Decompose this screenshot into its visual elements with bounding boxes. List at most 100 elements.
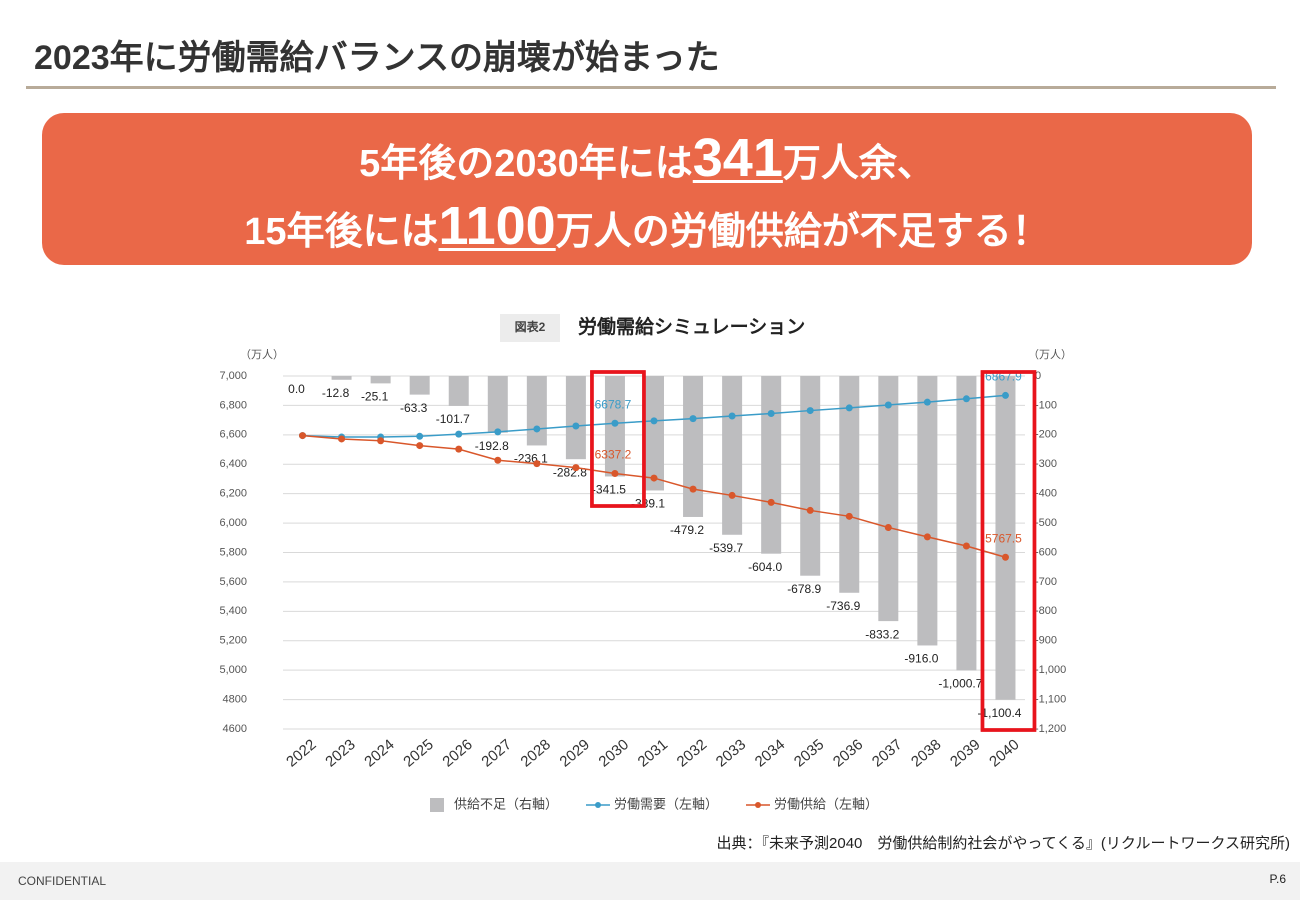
line-point bbox=[416, 432, 424, 440]
bar bbox=[917, 376, 938, 646]
banner: 5年後の2030年には341万人余、 15年後には1100万人の労働供給が不足す… bbox=[42, 113, 1252, 265]
y-unit: （万人） bbox=[240, 348, 284, 361]
legend-label: 労働需要（左軸） bbox=[614, 796, 718, 811]
y-tick-label: 5,200 bbox=[219, 635, 247, 647]
bar-value-label: -604.0 bbox=[748, 560, 782, 574]
legend-swatch bbox=[595, 802, 601, 808]
line-point bbox=[923, 398, 931, 406]
bar bbox=[800, 376, 821, 576]
bar bbox=[644, 376, 664, 491]
bar-value-label: -389.1 bbox=[631, 497, 665, 511]
bar-value-label: 0.0 bbox=[288, 382, 305, 396]
line-point bbox=[416, 442, 424, 450]
banner-number: 1100 bbox=[438, 196, 556, 256]
bar bbox=[956, 376, 977, 671]
y-tick-label: 6,000 bbox=[219, 517, 247, 529]
y-tick-label: 6,400 bbox=[219, 458, 247, 470]
bar bbox=[448, 376, 469, 406]
bar-value-label: -25.1 bbox=[361, 390, 389, 404]
line-value-label: 6337.2 bbox=[595, 448, 632, 462]
bar bbox=[409, 376, 430, 395]
line-point bbox=[728, 412, 736, 420]
source: 出典：『未来予測2040 労働供給制約社会がやってくる』(リクルートワークス研究… bbox=[716, 835, 1290, 852]
chart: 図表2 労働需給シミュレーション （万人） （万人） 4600 4800 5,000… bbox=[219, 314, 1072, 812]
y2-tick-label: -500 bbox=[1035, 517, 1057, 529]
y2-tick-label: -1,000 bbox=[1035, 664, 1066, 676]
title-rule bbox=[26, 86, 1276, 89]
line-point bbox=[338, 435, 346, 443]
x-tick-label: 2040 bbox=[986, 736, 1022, 770]
banner-text: 15年後には bbox=[244, 211, 439, 253]
banner-line: 5年後の2030年には341万人余、 bbox=[42, 127, 1252, 195]
line-point bbox=[299, 432, 307, 440]
line-point bbox=[923, 533, 931, 541]
y2-tick-label: -100 bbox=[1035, 399, 1057, 411]
x-tick-label: 2022 bbox=[283, 736, 319, 770]
legend-label: 供給不足（右軸） bbox=[454, 796, 558, 811]
x-tick-label: 2034 bbox=[752, 736, 788, 770]
bar bbox=[995, 376, 1016, 700]
y-tick-label: 5,800 bbox=[219, 546, 247, 558]
y2-tick-label: -400 bbox=[1035, 488, 1057, 500]
x-tick-label: 2025 bbox=[400, 736, 436, 770]
line-value-label: 5767.5 bbox=[985, 531, 1022, 545]
bar bbox=[487, 376, 508, 433]
bar bbox=[683, 376, 704, 517]
x-tick-label: 2033 bbox=[713, 736, 749, 770]
y-tick-label: 6,800 bbox=[219, 399, 247, 411]
y2-tick-label: -800 bbox=[1035, 605, 1057, 617]
footer-left: CONFIDENTIAL bbox=[18, 874, 107, 888]
line-point bbox=[689, 415, 697, 423]
line-point bbox=[533, 460, 541, 468]
bar bbox=[370, 376, 391, 384]
line-point bbox=[884, 401, 892, 409]
x-tick-label: 2032 bbox=[674, 736, 710, 770]
y-tick-label: 5,000 bbox=[219, 664, 247, 676]
footer bbox=[0, 862, 1300, 900]
line-point bbox=[533, 425, 541, 433]
line-point bbox=[728, 491, 736, 499]
banner-line: 15年後には1100万人の労働供給が不足する！ bbox=[42, 195, 1252, 263]
bar-value-label: -1,100.4 bbox=[977, 706, 1021, 720]
bar bbox=[839, 376, 860, 593]
line-point bbox=[650, 417, 658, 425]
legend-swatch bbox=[430, 798, 444, 812]
bar-value-label: -833.2 bbox=[865, 627, 899, 641]
legend-label: 労働供給（左軸） bbox=[774, 796, 878, 811]
highlight-box bbox=[590, 370, 646, 508]
y-tick-label: 7,000 bbox=[219, 370, 247, 382]
line-point bbox=[611, 419, 619, 427]
x-tick-label: 2024 bbox=[361, 736, 397, 770]
line-point bbox=[962, 542, 970, 550]
line-point bbox=[494, 456, 502, 464]
y2-tick-label: -1,100 bbox=[1035, 693, 1066, 705]
bar-value-label: -916.0 bbox=[904, 652, 938, 666]
bar-value-label: -12.8 bbox=[322, 386, 350, 400]
x-tick-label: 2030 bbox=[596, 736, 632, 770]
x-tick-label: 2027 bbox=[478, 736, 514, 770]
chart-title: 労働需給シミュレーション bbox=[578, 315, 805, 338]
bar-value-label: -736.9 bbox=[826, 599, 860, 613]
y2-tick-label: -200 bbox=[1035, 429, 1057, 441]
banner-text: 万人の労働供給が不足する！ bbox=[555, 211, 1050, 253]
x-tick-label: 2035 bbox=[791, 736, 827, 770]
bar-value-label: -192.8 bbox=[475, 439, 509, 453]
line-point bbox=[767, 410, 775, 418]
banner-text: 万人余、 bbox=[782, 143, 935, 185]
bar-value-label: -539.7 bbox=[709, 541, 743, 555]
line-point bbox=[962, 395, 970, 403]
x-tick-label: 2023 bbox=[322, 736, 358, 770]
y-tick-label: 5,400 bbox=[219, 605, 247, 617]
x-tick-label: 2038 bbox=[908, 736, 944, 770]
banner-text: 5年後の2030年には bbox=[359, 143, 693, 185]
y-tick-label: 4600 bbox=[223, 723, 247, 735]
y2-tick-label: -300 bbox=[1035, 458, 1057, 470]
bar bbox=[722, 376, 743, 535]
chart-badge: 図表2 bbox=[515, 319, 546, 334]
x-tick-label: 2039 bbox=[947, 736, 983, 770]
x-tick-label: 2036 bbox=[830, 736, 866, 770]
bar-value-label: -479.2 bbox=[670, 523, 704, 537]
line-point bbox=[611, 469, 619, 477]
x-tick-label: 2037 bbox=[869, 736, 905, 770]
line-point bbox=[1001, 553, 1009, 561]
